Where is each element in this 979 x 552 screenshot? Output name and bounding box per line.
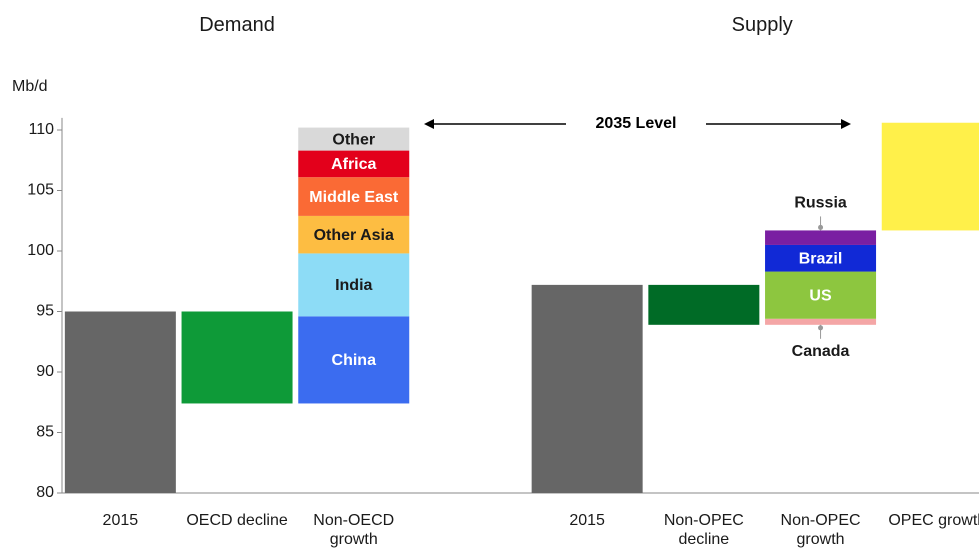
bar-segment — [298, 316, 410, 404]
bar-segment — [298, 177, 410, 216]
y-tick-label: 80 — [36, 484, 54, 501]
bar-segment — [64, 311, 176, 493]
segment-label: China — [332, 352, 377, 369]
bar-segment — [298, 253, 410, 317]
segment-label: Other Asia — [314, 227, 394, 244]
x-tick-label: Non-OPEC decline — [663, 512, 744, 548]
group-title: Demand — [199, 14, 275, 36]
x-tick-label: Non-OPEC growth — [780, 512, 861, 548]
bar-segment — [881, 122, 979, 231]
segment-label: Africa — [331, 156, 376, 173]
bar-segment — [765, 271, 877, 319]
y-tick-label: 90 — [36, 363, 54, 380]
x-tick-label: 2015 — [569, 512, 605, 529]
leader-dot — [818, 325, 824, 331]
segment-label: Middle East — [309, 189, 399, 206]
x-tick-label: 2015 — [102, 512, 139, 529]
bar-segment — [648, 284, 760, 325]
bar-segment — [298, 127, 410, 151]
segment-label: Russia — [794, 195, 847, 212]
y-tick-label: 105 — [27, 182, 54, 199]
bar-segment — [765, 244, 877, 272]
group-title: Supply — [731, 14, 793, 36]
y-axis-label: Mb/d — [12, 78, 48, 95]
leader-dot — [818, 224, 824, 230]
x-tick-label: OECD decline — [186, 512, 288, 529]
bar-segment — [765, 318, 877, 325]
x-tick-label: OPEC growth — [888, 512, 979, 529]
annotation: 2035 Level — [596, 115, 677, 132]
segment-label: Other — [332, 131, 375, 148]
y-tick-label: 110 — [28, 121, 54, 138]
segment-label: India — [335, 277, 372, 294]
segment-label: Canada — [792, 343, 850, 360]
x-tick-label: Non-OECD growth — [313, 512, 395, 548]
y-tick-label: 95 — [36, 303, 54, 320]
bar-segment — [298, 150, 410, 178]
y-tick-label: 100 — [27, 242, 54, 259]
bar-segment — [298, 215, 410, 254]
y-tick-label: 85 — [36, 424, 54, 441]
segment-label: US — [809, 287, 832, 304]
bar-segment — [181, 311, 293, 404]
bar-segment — [531, 284, 643, 493]
segment-label: Brazil — [799, 250, 843, 267]
bar-segment — [765, 230, 877, 245]
